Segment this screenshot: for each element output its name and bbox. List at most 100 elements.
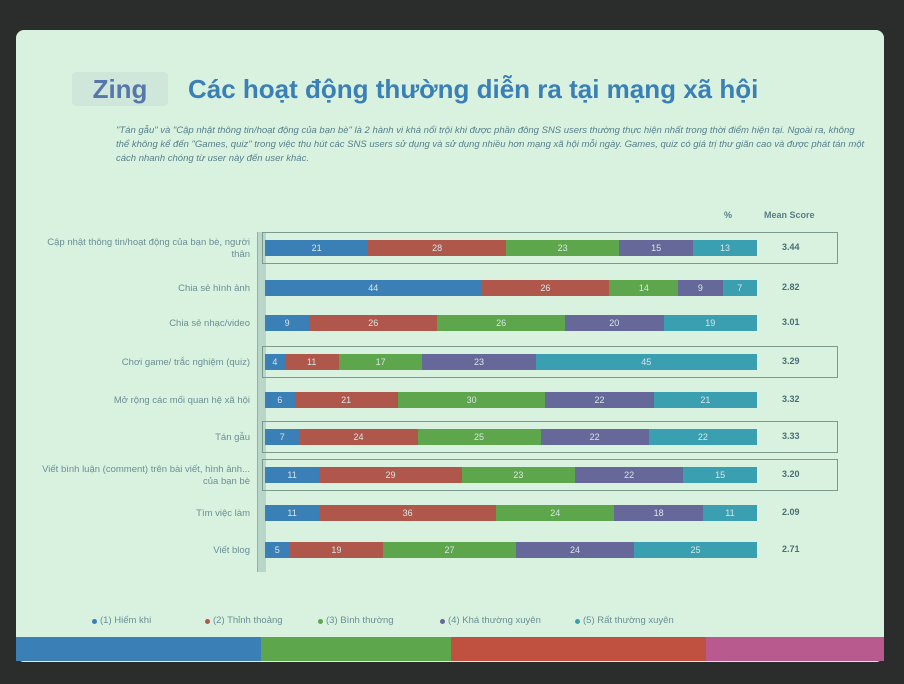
bar-segment bbox=[614, 505, 703, 521]
bar-segment bbox=[461, 467, 575, 483]
color-strip bbox=[451, 637, 706, 661]
bar-segment bbox=[265, 315, 310, 331]
legend-swatch bbox=[318, 619, 323, 624]
data-label: 4 bbox=[272, 357, 278, 367]
data-label: 22 bbox=[624, 470, 635, 480]
data-label: 36 bbox=[402, 508, 413, 518]
data-label: 20 bbox=[609, 318, 620, 328]
data-label: 11 bbox=[725, 508, 735, 518]
color-strip bbox=[706, 637, 884, 661]
data-label: 24 bbox=[353, 432, 364, 442]
data-label: 25 bbox=[474, 432, 485, 442]
legend-swatch bbox=[92, 619, 97, 624]
color-strip bbox=[261, 637, 451, 661]
bar-segment bbox=[265, 429, 300, 445]
row-box bbox=[262, 421, 838, 453]
data-label: 19 bbox=[331, 545, 342, 555]
category-label: Chia sẻ hình ảnh bbox=[178, 283, 250, 294]
category-label: Chơi game/ trắc nghiệm (quiz) bbox=[121, 357, 250, 368]
data-label: 23 bbox=[557, 243, 568, 253]
bar-segment bbox=[515, 542, 634, 558]
bar-segment bbox=[653, 392, 757, 408]
data-label: 21 bbox=[341, 395, 352, 405]
data-label: 26 bbox=[540, 283, 551, 293]
data-label: 11 bbox=[287, 508, 297, 518]
data-label: 30 bbox=[466, 395, 477, 405]
bar-segment bbox=[265, 240, 369, 256]
mean-score: 2.09 bbox=[782, 507, 800, 517]
data-label: 21 bbox=[700, 395, 711, 405]
bar-segment bbox=[422, 354, 536, 370]
percent-header: % bbox=[724, 210, 733, 220]
bar-segment bbox=[574, 467, 684, 483]
bar-segment bbox=[289, 542, 384, 558]
bar-segment bbox=[265, 280, 482, 296]
data-label: 28 bbox=[432, 243, 443, 253]
bar-segment bbox=[634, 542, 757, 558]
data-label: 26 bbox=[496, 318, 507, 328]
bar-segment bbox=[535, 354, 757, 370]
data-label: 11 bbox=[287, 470, 297, 480]
chart-title: Các hoạt động thường diễn ra tại mạng xã… bbox=[188, 74, 759, 104]
bar-segment bbox=[540, 429, 649, 445]
data-label: 18 bbox=[653, 508, 664, 518]
row-box bbox=[262, 346, 838, 378]
bar-segment bbox=[383, 542, 516, 558]
legend-swatch bbox=[205, 619, 210, 624]
data-label: 26 bbox=[368, 318, 379, 328]
data-label: 7 bbox=[279, 432, 285, 442]
data-label: 6 bbox=[277, 395, 283, 405]
bar-segment bbox=[481, 280, 610, 296]
legend-label: (4) Khá thường xuyên bbox=[448, 615, 541, 626]
logo: Zing bbox=[72, 72, 168, 106]
bar-segment bbox=[299, 429, 418, 445]
bar-segment bbox=[294, 392, 398, 408]
category-label: Mở rộng các mối quan hệ xã hội bbox=[113, 395, 250, 406]
bar-segment bbox=[309, 315, 438, 331]
subtitle: "Tán gẫu" và "Cập nhật thông tin/hoạt độ… bbox=[116, 125, 865, 164]
data-label: 13 bbox=[720, 243, 731, 253]
bar-segment bbox=[319, 505, 497, 521]
bar-segment bbox=[265, 392, 295, 408]
bar-segment bbox=[338, 354, 423, 370]
data-label: 22 bbox=[697, 432, 708, 442]
data-label: 19 bbox=[705, 318, 716, 328]
data-label: 21 bbox=[311, 243, 322, 253]
bar-segment bbox=[265, 542, 290, 558]
data-label: 15 bbox=[651, 243, 662, 253]
mean-score: 3.01 bbox=[782, 317, 800, 327]
row-box bbox=[262, 232, 838, 264]
bar-segment bbox=[663, 315, 757, 331]
bar-segment bbox=[702, 505, 757, 521]
mean-score: 3.20 bbox=[782, 469, 800, 479]
data-label: 27 bbox=[444, 545, 455, 555]
bar-segment bbox=[265, 505, 320, 521]
legend-label: (3) Bình thường bbox=[326, 615, 394, 626]
row-box bbox=[262, 459, 838, 491]
legend-swatch bbox=[440, 619, 445, 624]
mean-score: 3.33 bbox=[782, 431, 800, 441]
category-label: Viết bình luận (comment) trên bài viết, … bbox=[42, 464, 250, 487]
bar-segment bbox=[683, 467, 757, 483]
bar-segment bbox=[397, 392, 546, 408]
data-label: 15 bbox=[715, 470, 726, 480]
mean-score: 3.29 bbox=[782, 356, 800, 366]
legend-label: (2) Thỉnh thoảng bbox=[213, 615, 283, 626]
bar-segment bbox=[609, 280, 679, 296]
bar-segment bbox=[319, 467, 462, 483]
category-label: Tán gẫu bbox=[215, 432, 250, 443]
bar-segment bbox=[284, 354, 339, 370]
bar-segment bbox=[496, 505, 615, 521]
bar-segment bbox=[417, 429, 541, 445]
bar-segment bbox=[506, 240, 620, 256]
data-label: 24 bbox=[550, 508, 561, 518]
legend-label: (5) Rất thường xuyên bbox=[583, 615, 674, 626]
bar-segment bbox=[693, 240, 757, 256]
mean-score: 3.32 bbox=[782, 394, 800, 404]
bar-segment bbox=[722, 280, 757, 296]
mean-score: 2.71 bbox=[782, 544, 800, 554]
data-label: 25 bbox=[690, 545, 701, 555]
bar-segment bbox=[678, 280, 723, 296]
data-label: 23 bbox=[474, 357, 485, 367]
